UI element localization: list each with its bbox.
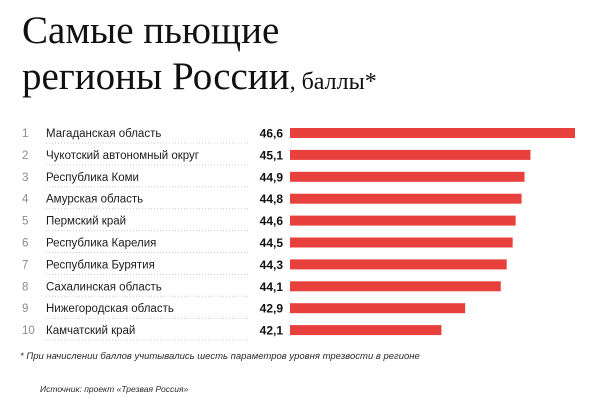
category-label: Чукотский автономный округ — [46, 150, 199, 162]
value-label: 46,6 — [260, 127, 284, 141]
bar-chart: 1 Магаданская область 46,6 2 Чукотский автон… — [22, 127, 575, 341]
category-label: Сахалинская область — [46, 281, 162, 293]
rank-label: 6 — [22, 238, 28, 250]
value-label: 44,3 — [260, 258, 284, 272]
chart-title: Самые пьющие регионы России, баллы* — [22, 8, 377, 105]
category-label: Республика Карелия — [46, 238, 156, 250]
footnote: * При начислении баллов учитывались шест… — [20, 351, 420, 362]
value-label: 44,1 — [260, 280, 284, 294]
rank-label: 7 — [22, 259, 28, 271]
title-line-2-text: регионы России — [22, 55, 290, 98]
category-label: Республика Бурятия — [46, 259, 155, 271]
rank-label: 2 — [22, 150, 28, 162]
value-label: 42,9 — [260, 302, 284, 316]
value-label: 44,9 — [260, 170, 284, 184]
rank-label: 10 — [22, 325, 35, 337]
value-label: 44,8 — [260, 192, 284, 206]
bar — [290, 237, 513, 248]
bar — [290, 215, 516, 226]
rank-label: 9 — [22, 303, 28, 315]
category-label: Амурская область — [46, 194, 143, 206]
bar — [290, 128, 575, 138]
bar — [290, 193, 522, 204]
value-label: 44,5 — [260, 236, 284, 250]
bar — [290, 303, 466, 314]
bar — [290, 259, 507, 270]
title-line-2: регионы России, баллы* — [22, 54, 377, 105]
rank-label: 3 — [22, 172, 28, 184]
value-label: 42,1 — [260, 324, 284, 338]
category-label: Республика Коми — [46, 172, 139, 184]
value-label: 44,6 — [260, 214, 284, 228]
rank-label: 1 — [22, 128, 28, 140]
rank-label: 4 — [22, 194, 29, 206]
value-label: 45,1 — [260, 148, 284, 162]
source-note: Источник: проект «Трезвая Россия» — [40, 384, 189, 394]
rank-label: 5 — [22, 216, 28, 228]
bar — [290, 149, 531, 160]
title-units: , баллы* — [289, 69, 377, 95]
title-line-1: Самые пьющие — [22, 9, 280, 52]
category-label: Пермский край — [46, 216, 126, 228]
category-label: Нижегородская область — [46, 303, 174, 315]
bar — [290, 325, 442, 336]
category-label: Камчатский край — [46, 325, 135, 337]
bar — [290, 171, 525, 182]
bar — [290, 281, 501, 292]
rank-label: 8 — [22, 281, 28, 293]
category-label: Магаданская область — [46, 128, 161, 140]
